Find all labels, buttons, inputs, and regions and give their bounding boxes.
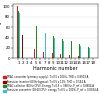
Bar: [36, 26, 37, 58]
Bar: [69, 55, 70, 58]
Bar: [19, 13, 20, 58]
Bar: [62, 39, 63, 58]
Legend: TRIAC converter (primary supply): T=0.5 s 100%, THD = 0.8503 A, Transistor inver: TRIAC converter (primary supply): T=0.5 …: [2, 75, 99, 93]
Bar: [34, 49, 35, 58]
Bar: [89, 48, 90, 58]
Bar: [60, 54, 61, 58]
Bar: [45, 33, 46, 58]
Bar: [18, 11, 19, 58]
Bar: [53, 36, 54, 58]
Bar: [22, 35, 23, 58]
Bar: [80, 46, 81, 58]
Bar: [17, 6, 18, 58]
Bar: [71, 41, 72, 58]
X-axis label: Harmonic number: Harmonic number: [33, 66, 78, 71]
Bar: [54, 38, 55, 58]
Bar: [43, 52, 44, 58]
Bar: [88, 47, 89, 58]
Bar: [78, 56, 79, 58]
Bar: [63, 41, 64, 58]
Y-axis label: Percentage: Percentage: [0, 17, 1, 45]
